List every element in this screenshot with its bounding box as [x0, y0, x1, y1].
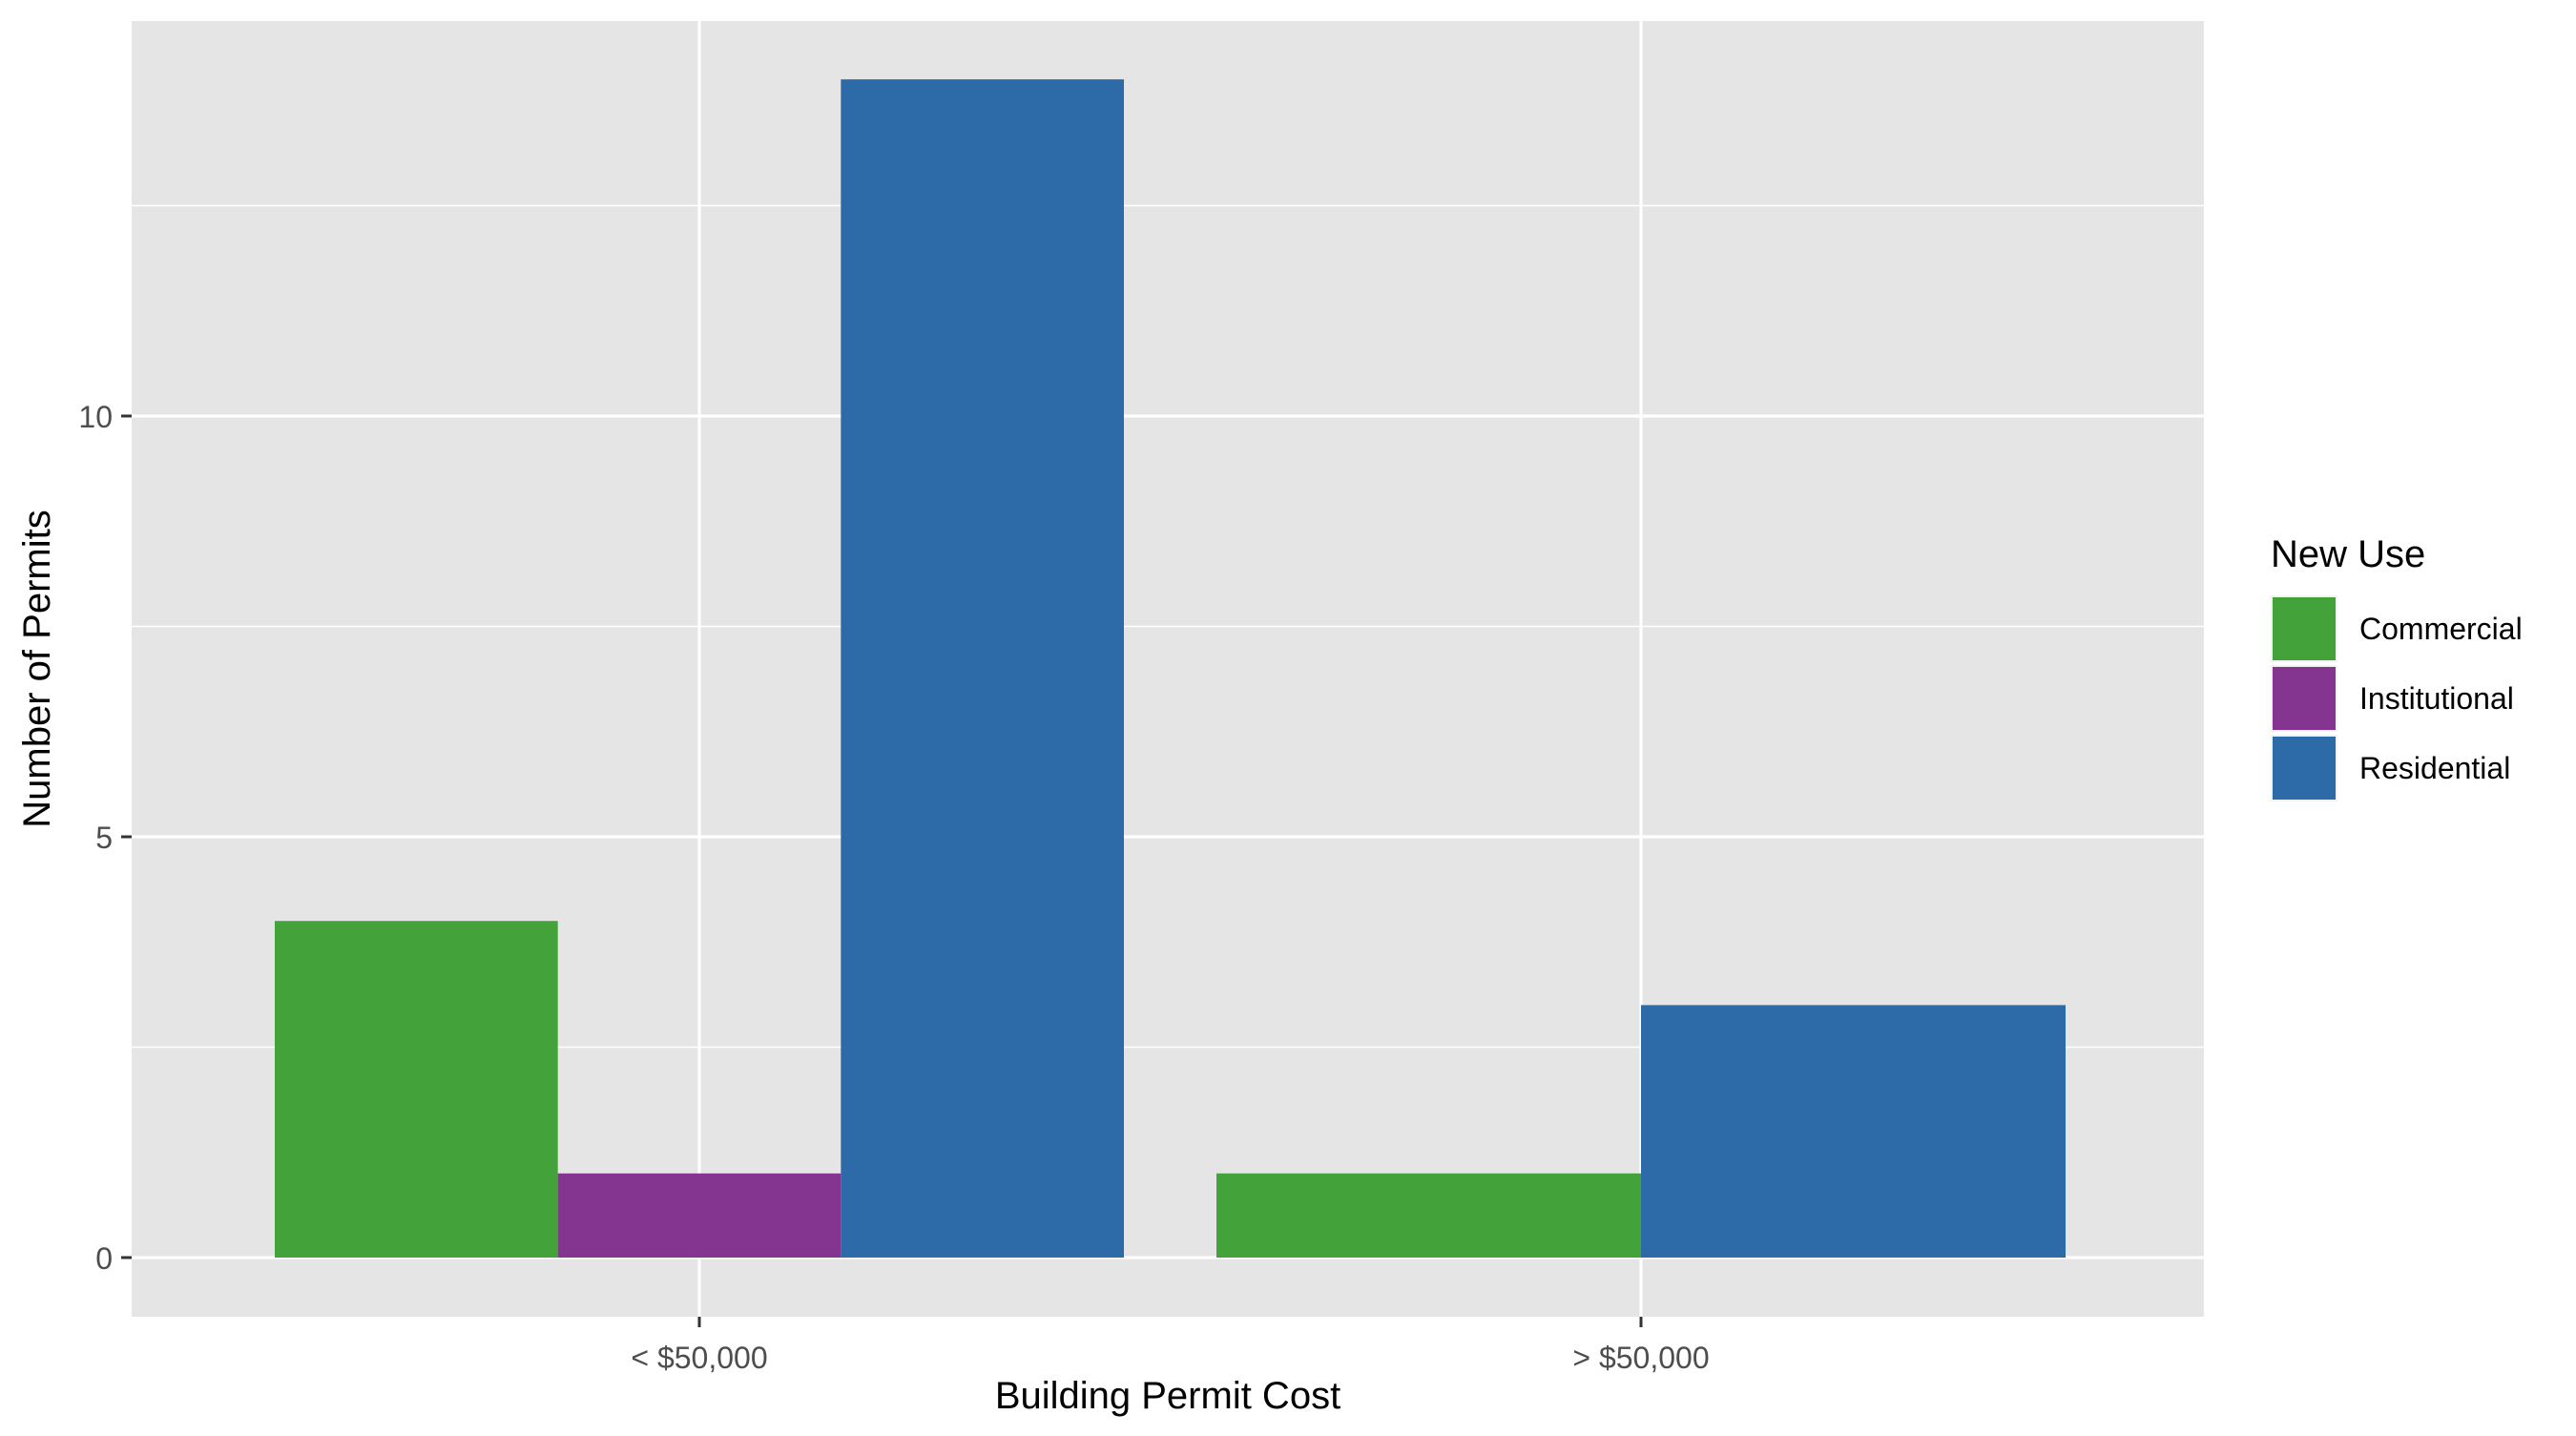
- bars: [275, 79, 2066, 1259]
- bar-residential-under-50000: [841, 79, 1124, 1259]
- legend-title: New Use: [2271, 533, 2425, 575]
- x-axis-title: Building Permit Cost: [995, 1375, 1340, 1417]
- y-tick-label: 0: [95, 1241, 113, 1276]
- legend-label-institutional: Institutional: [2359, 681, 2514, 716]
- bar-commercial-over-50000: [1216, 1173, 1641, 1258]
- y-tick-label: 5: [95, 821, 113, 855]
- legend-swatch-residential: [2273, 737, 2336, 800]
- legend-label-commercial: Commercial: [2359, 612, 2523, 646]
- x-tick-label: < $50,000: [631, 1341, 767, 1375]
- x-tick-label: > $50,000: [1572, 1341, 1709, 1375]
- y-tick-label: 10: [78, 400, 113, 434]
- bar-institutional-under-50000: [557, 1173, 841, 1258]
- legend-label-residential: Residential: [2359, 751, 2510, 785]
- legend: New Use Commercial Institutional Residenti…: [2271, 533, 2523, 801]
- bar-residential-over-50000: [1641, 1005, 2066, 1258]
- legend-swatch-institutional: [2273, 667, 2336, 730]
- y-axis-title: Number of Permits: [16, 510, 58, 827]
- legend-items: Commercial Institutional Residential: [2271, 595, 2523, 801]
- x-axis: < $50,000 > $50,000: [631, 1317, 1710, 1375]
- y-axis: 0 5 10: [78, 400, 132, 1276]
- bar-commercial-under-50000: [275, 921, 558, 1258]
- legend-swatch-commercial: [2273, 597, 2336, 660]
